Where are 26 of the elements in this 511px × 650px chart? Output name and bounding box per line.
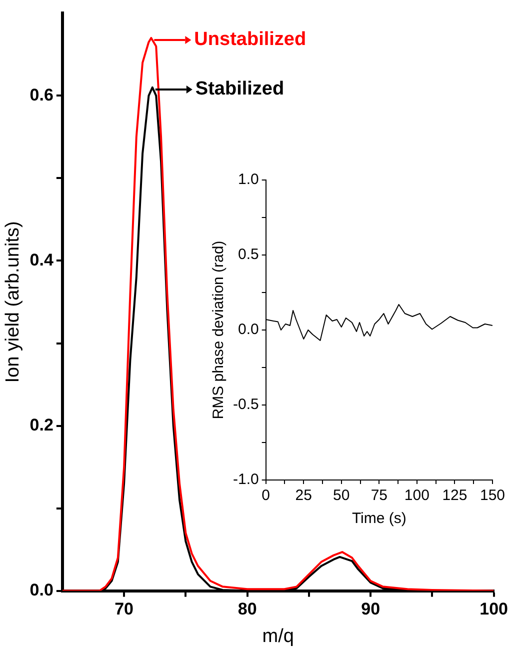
x-tick-label: 125 bbox=[442, 487, 468, 504]
legend-label: Stabilized bbox=[195, 78, 284, 100]
y-tick-label: 0.6 bbox=[30, 85, 54, 104]
y-axis-title: RMS phase deviation (rad) bbox=[210, 240, 228, 420]
x-tick-label: 100 bbox=[480, 600, 508, 619]
x-tick-label: 50 bbox=[333, 487, 350, 504]
y-tick-label: 0.0 bbox=[238, 321, 259, 338]
x-tick-label: 25 bbox=[295, 487, 312, 504]
y-tick-label: 0.2 bbox=[30, 415, 54, 434]
x-tick-label: 80 bbox=[238, 600, 257, 619]
legend-label: Unstabilized bbox=[194, 29, 306, 50]
x-tick-label: 0 bbox=[262, 487, 270, 504]
y-tick-label: -1.0 bbox=[232, 471, 259, 488]
x-tick-label: 75 bbox=[370, 487, 388, 504]
x-tick-label: 100 bbox=[404, 487, 430, 504]
x-axis-title: Time (s) bbox=[352, 510, 406, 528]
y-tick-label: 1.0 bbox=[238, 171, 259, 188]
x-axis-title: m/q bbox=[262, 626, 294, 647]
x-tick-label: 150 bbox=[480, 487, 505, 504]
y-tick-label: 0.5 bbox=[238, 246, 259, 264]
y-tick-label: -0.5 bbox=[232, 396, 259, 414]
y-axis-title: Ion yield (arb.units) bbox=[2, 221, 24, 383]
y-tick-label: 0.4 bbox=[30, 250, 54, 270]
y-tick-label: 0.0 bbox=[30, 580, 54, 600]
x-tick-label: 70 bbox=[114, 600, 134, 619]
x-tick-label: 90 bbox=[361, 600, 380, 619]
